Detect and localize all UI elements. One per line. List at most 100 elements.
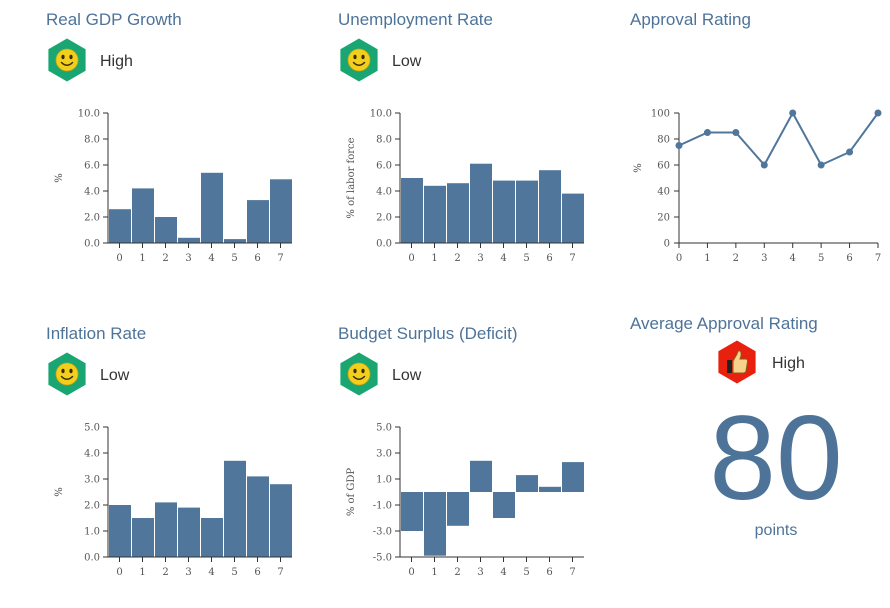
x-tick-label: 4	[500, 253, 506, 264]
budget-surplus-chart: -5.0 -3.0 -1.0 1.0 3.0 5.0 % of GDP 0 1 2 3 4 5 6 7	[346, 423, 584, 578]
thumb-cuff	[727, 359, 732, 373]
y-tick-label: 5.0	[376, 423, 392, 434]
mouth	[352, 61, 366, 66]
bar	[201, 172, 223, 243]
thumb-hand	[732, 349, 749, 373]
bar	[401, 492, 423, 531]
y-tick-label: 6.0	[376, 161, 392, 172]
x-tick-label: 3	[185, 253, 191, 264]
bar	[178, 237, 200, 243]
y-tick-label: 100	[651, 109, 670, 120]
inflation-chart: 0.0 1.0 2.0 3.0 4.0 5.0% 0 1 2 3 4 5 6 7	[54, 423, 292, 578]
x-tick-label: 5	[523, 567, 529, 578]
eye	[361, 54, 365, 59]
y-tick-label: 60	[657, 161, 670, 172]
panel-title: Unemployment Rate	[338, 10, 493, 29]
mouth	[60, 61, 74, 66]
y-tick-label: 0.0	[376, 239, 392, 250]
data-point	[846, 148, 854, 156]
x-tick-label: 6	[846, 253, 852, 264]
x-tick-label: 6	[254, 567, 260, 578]
bar	[447, 183, 469, 243]
approval-rating-chart: 0 20 40 60 80 100% 0 1 2 3 4 5 6 7	[633, 109, 882, 264]
panel-title: Inflation Rate	[46, 324, 147, 343]
x-tick-label: 0	[116, 253, 122, 264]
bar	[132, 188, 154, 243]
y-tick-label: 8.0	[376, 135, 392, 146]
x-tick-label: 4	[500, 567, 506, 578]
x-tick-label: 5	[231, 567, 237, 578]
x-tick-label: 2	[162, 567, 168, 578]
bar	[132, 518, 154, 557]
data-point	[703, 129, 711, 136]
eye	[353, 54, 357, 59]
smiley-icon	[46, 352, 88, 401]
data-point	[675, 142, 683, 149]
y-tick-label: -1.0	[373, 501, 392, 512]
panel-average-approval: Average Approval Rating High 80 points	[630, 0, 890, 588]
data-point	[789, 109, 797, 117]
eye	[61, 54, 65, 59]
status-label: Low	[100, 367, 130, 384]
bar	[470, 460, 492, 492]
bar	[178, 507, 200, 557]
x-tick-label: 4	[208, 253, 214, 264]
x-tick-label: 7	[277, 253, 283, 264]
bar	[562, 462, 584, 492]
x-tick-label: 2	[733, 253, 739, 264]
y-tick-label: 1.0	[376, 475, 392, 486]
x-tick-label: 1	[431, 253, 437, 264]
y-tick-label: -5.0	[373, 553, 392, 564]
y-tick-label: 2.0	[84, 213, 100, 224]
smiley-icon	[338, 352, 380, 401]
status-indicator: High	[46, 38, 133, 84]
y-tick-label: 8.0	[84, 135, 100, 146]
eye	[61, 368, 65, 373]
data-point	[732, 129, 740, 136]
face	[347, 48, 371, 71]
x-tick-label: 6	[254, 253, 260, 264]
panel-title: Average Approval Rating	[630, 314, 818, 333]
series-line	[678, 110, 879, 167]
y-tick-label: 4.0	[376, 187, 392, 198]
y-tick-label: -3.0	[373, 527, 392, 538]
gdp-growth-chart: 0.0 2.0 4.0 6.0 8.0 10.0% 0 1 2 3 4 5 6 7	[54, 109, 292, 264]
status-label: Low	[392, 367, 422, 384]
x-tick-label: 4	[790, 253, 796, 264]
x-tick-label: 6	[546, 253, 552, 264]
panel-budget-surplus: Budget Surplus (Deficit) Low -5.0 -3.0 -1.…	[338, 314, 630, 608]
panel-title: Approval Rating	[630, 10, 751, 29]
status-indicator: High	[716, 340, 805, 386]
bar	[155, 502, 177, 557]
x-tick-label: 0	[116, 567, 122, 578]
x-tick-label: 7	[875, 253, 881, 264]
y-tick-label: 1.0	[84, 527, 100, 538]
y-axis-label: %	[633, 163, 644, 173]
x-tick-label: 5	[231, 253, 237, 264]
y-tick-label: 10.0	[370, 109, 392, 120]
face	[55, 362, 79, 385]
y-tick-label: 2.0	[376, 213, 392, 224]
eye	[361, 368, 365, 373]
bar	[470, 163, 492, 243]
y-tick-label: 3.0	[376, 449, 392, 460]
panel-real-gdp-growth: Real GDP Growth High 0.0 2.0 4.0 6.0 8.0 10.0…	[46, 0, 338, 294]
y-axis-label: % of GDP	[346, 468, 357, 517]
x-tick-label: 5	[523, 253, 529, 264]
x-tick-label: 4	[208, 567, 214, 578]
mouth	[60, 375, 74, 380]
bar	[224, 239, 246, 243]
status-indicator: Low	[338, 38, 421, 87]
smiley-icon	[338, 38, 380, 87]
status-indicator: Low	[46, 352, 130, 401]
y-tick-label: 4.0	[84, 449, 100, 460]
bar	[270, 484, 292, 557]
x-tick-label: 2	[454, 253, 460, 264]
bar	[109, 209, 131, 243]
panel-approval-rating: Approval Rating 0 20 40 60 80 100% 0 1 2 3 4 5 6 7	[630, 0, 890, 294]
status-label: High	[100, 53, 133, 70]
panel-title: Budget Surplus (Deficit)	[338, 324, 518, 343]
eye	[353, 368, 357, 373]
y-tick-label: 5.0	[84, 423, 100, 434]
bar	[109, 505, 131, 557]
